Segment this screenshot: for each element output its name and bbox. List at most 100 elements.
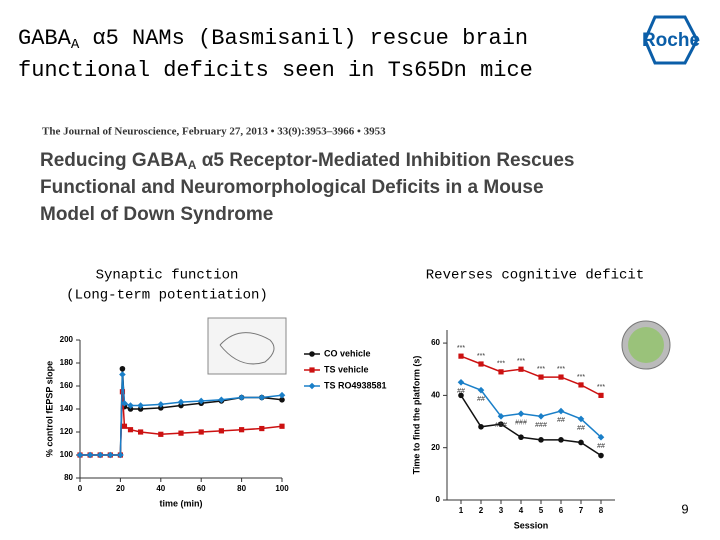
x-tick-label: 5 [539,506,544,515]
legend-marker [309,351,315,357]
caption: (Long-term potentiation) [66,288,268,304]
significance-label: ### [535,422,547,429]
logo: Roche [642,30,700,51]
x-tick-label: 100 [275,484,289,493]
y-tick-label: 160 [60,381,74,390]
point [477,386,485,394]
y-tick-label: 180 [60,358,74,367]
title-part: GABA [18,26,72,51]
title-part: Reducing GABA [40,150,188,171]
point [119,371,126,378]
x-tick-label: 8 [599,506,604,515]
y-tick-label: 40 [431,390,440,399]
significance-label: ## [477,396,485,403]
point [117,451,124,459]
point [597,433,605,441]
x-tick-label: 1 [459,506,464,515]
significance-label: *** [497,361,505,368]
point [478,361,484,367]
brain-inset [207,317,287,375]
x-tick-label: 7 [579,506,584,515]
legend-marker [309,367,315,373]
point [137,402,144,409]
maze-pool [628,327,664,363]
y-tick-label: 20 [431,443,440,452]
point [178,402,184,409]
significance-label: *** [577,374,585,381]
x-tick-label: 2 [479,506,484,515]
x-tick-label: 20 [116,484,125,493]
point [127,406,134,412]
point [558,437,564,443]
significance-label: *** [477,353,485,360]
legend-label: TS vehicle [324,364,369,374]
point [578,439,584,446]
point [158,431,164,437]
point [517,410,525,417]
caption: Synaptic function [96,268,239,284]
point [137,406,144,412]
y-tick-label: 200 [60,335,74,344]
significance-label: ### [515,420,527,427]
point [96,451,104,459]
page-number: 9 [681,501,688,516]
point [537,413,545,420]
paper-title: Model of Down Syndrome [40,204,273,225]
slide-title: GABAA α5 NAMs (Basmisanil) rescue brain [18,26,528,53]
series-line [460,394,602,457]
point [538,437,544,443]
point [258,394,266,401]
x-tick-label: 3 [499,506,504,515]
point [218,428,224,434]
y-tick-label: 100 [60,450,74,459]
point [238,394,245,401]
point [279,397,285,403]
point [498,421,504,427]
caption: Reverses cognitive deficit [426,268,644,284]
x-tick-label: 60 [197,484,206,493]
point [458,353,464,359]
significance-label: *** [457,345,465,352]
point [127,427,134,433]
x-axis-label: Session [514,520,549,530]
significance-label: *** [557,366,565,373]
legend-marker [308,382,316,390]
series-line [80,368,283,456]
point [557,407,565,415]
point [138,429,144,435]
brain-drawing [219,332,275,365]
y-axis-label: Time to find the platform (s) [411,356,421,475]
y-tick-label: 80 [64,473,73,482]
significance-label: ## [577,425,585,432]
title-sub: A [188,158,197,172]
title-part: α5 NAMs (Basmisanil) rescue brain [79,26,528,51]
point [518,434,524,441]
legend-label: TS RO4938581 [324,380,387,390]
y-tick-label: 140 [60,404,74,413]
point [178,430,184,436]
journal-line: The Journal of Neuroscience, February 27… [42,126,386,138]
point [598,392,604,398]
x-tick-label: 0 [78,484,83,493]
point [119,365,126,372]
point [86,451,94,459]
significance-label: *** [597,384,605,391]
y-tick-label: 0 [436,495,441,504]
significance-label: *** [537,366,545,373]
point [158,405,164,411]
x-tick-label: 6 [559,506,564,515]
point [498,369,504,375]
series-line [80,374,283,456]
x-tick-label: 4 [519,506,524,515]
series-line [460,355,602,397]
x-tick-label: 80 [237,484,246,493]
point [457,379,465,386]
y-tick-label: 60 [431,338,440,347]
paper-title: Functional and Neuromorphological Defici… [40,177,544,198]
point [239,427,245,433]
point [578,382,584,388]
point [558,374,564,380]
point [518,366,524,372]
point [76,451,84,459]
